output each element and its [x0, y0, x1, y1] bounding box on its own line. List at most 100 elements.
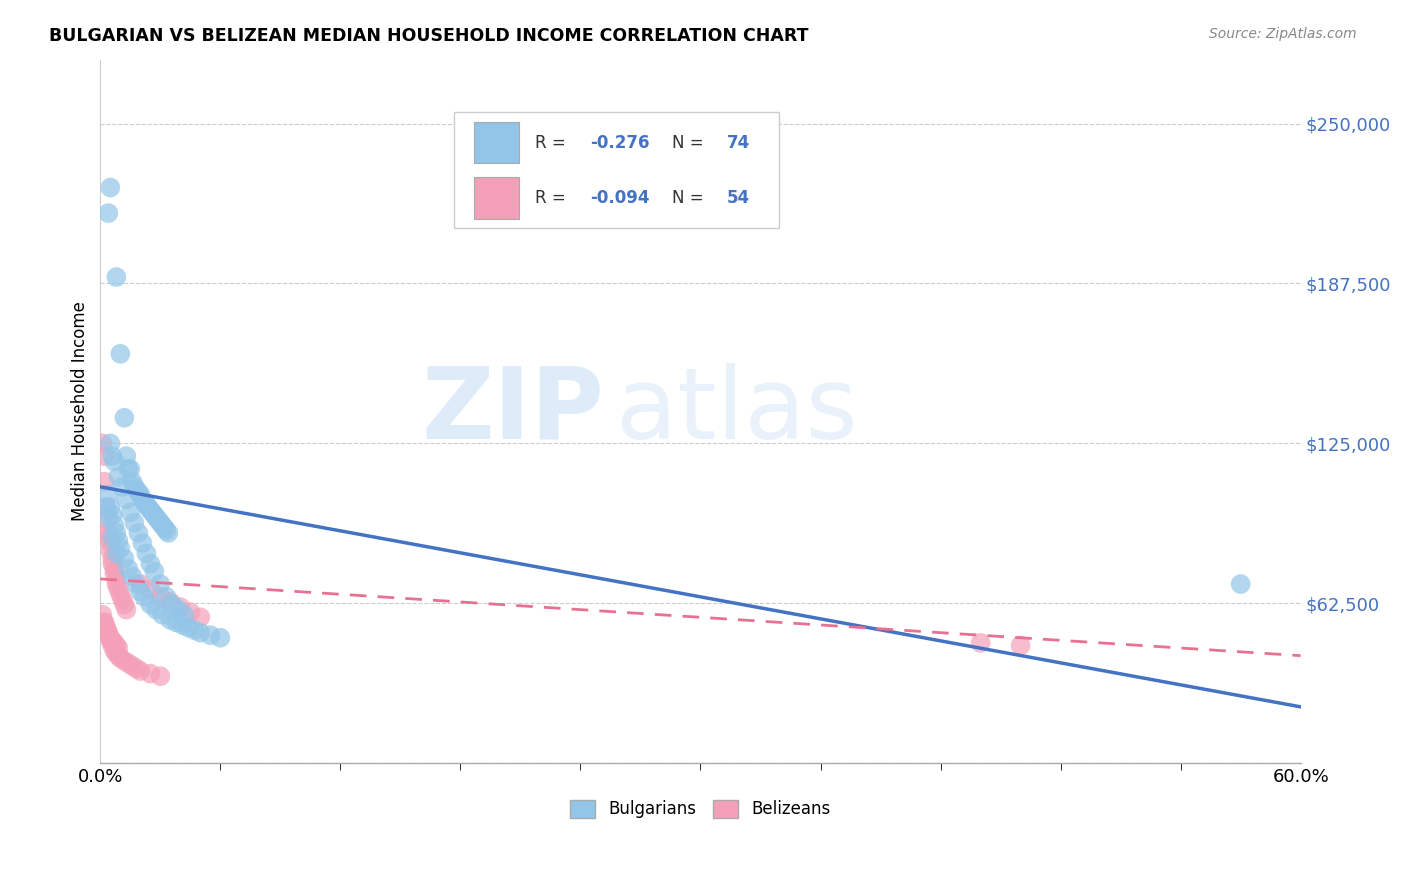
Legend: Bulgarians, Belizeans: Bulgarians, Belizeans — [564, 793, 838, 825]
Point — [101, 633, 124, 648]
Point — [149, 516, 172, 530]
Point — [117, 562, 139, 576]
Point — [129, 577, 152, 591]
Point — [139, 582, 162, 596]
Point — [105, 577, 128, 591]
Point — [91, 607, 114, 622]
Point — [134, 495, 156, 509]
Point — [139, 666, 162, 681]
Point — [120, 462, 142, 476]
Point — [97, 525, 120, 540]
Point — [115, 492, 138, 507]
Point — [110, 541, 132, 556]
Point — [209, 631, 232, 645]
Point — [97, 625, 120, 640]
Point — [112, 551, 135, 566]
Point — [110, 587, 132, 601]
Point — [93, 615, 115, 630]
Point — [105, 525, 128, 540]
Point — [121, 475, 143, 489]
Point — [127, 525, 149, 540]
Point — [117, 657, 139, 671]
Point — [110, 651, 132, 665]
Point — [141, 505, 163, 519]
Point — [149, 577, 172, 591]
Point — [124, 480, 146, 494]
Point — [145, 510, 167, 524]
Point — [105, 546, 128, 560]
Point — [129, 664, 152, 678]
Point — [179, 605, 201, 619]
Point — [125, 483, 148, 497]
Point — [107, 469, 129, 483]
Point — [101, 639, 124, 653]
Point — [167, 602, 190, 616]
Point — [155, 590, 177, 604]
Point — [96, 621, 118, 635]
Text: atlas: atlas — [616, 363, 858, 460]
Point — [98, 436, 121, 450]
Point — [101, 508, 124, 522]
Point — [139, 598, 162, 612]
Point — [98, 633, 121, 648]
Point — [150, 518, 173, 533]
Point — [103, 454, 125, 468]
Point — [93, 475, 115, 489]
Point — [103, 643, 125, 657]
Point — [1229, 577, 1251, 591]
Point — [105, 270, 128, 285]
Point — [125, 661, 148, 675]
Point — [131, 536, 153, 550]
Point — [110, 347, 132, 361]
Point — [103, 636, 125, 650]
Point — [139, 557, 162, 571]
Point — [121, 659, 143, 673]
Point — [97, 487, 120, 501]
Point — [112, 598, 135, 612]
Point — [162, 598, 184, 612]
Point — [145, 602, 167, 616]
Point — [98, 631, 121, 645]
Point — [127, 485, 149, 500]
Point — [120, 505, 142, 519]
Point — [190, 625, 212, 640]
Point — [103, 566, 125, 581]
Point — [101, 557, 124, 571]
Point — [149, 590, 172, 604]
Point — [105, 646, 128, 660]
Point — [97, 628, 120, 642]
Point — [150, 607, 173, 622]
Point — [159, 613, 181, 627]
Point — [173, 607, 195, 622]
Point — [143, 508, 166, 522]
Point — [97, 510, 120, 524]
Point — [103, 562, 125, 576]
Point — [105, 572, 128, 586]
Point — [115, 602, 138, 616]
Point — [107, 533, 129, 548]
Point — [121, 569, 143, 583]
Point — [98, 500, 121, 515]
Y-axis label: Median Household Income: Median Household Income — [72, 301, 89, 521]
Point — [157, 525, 180, 540]
Point — [129, 487, 152, 501]
Point — [98, 536, 121, 550]
Point — [143, 564, 166, 578]
Point — [97, 531, 120, 545]
Point — [112, 410, 135, 425]
Point — [98, 543, 121, 558]
Text: ZIP: ZIP — [422, 363, 605, 460]
Point — [112, 654, 135, 668]
Point — [115, 449, 138, 463]
Point — [107, 640, 129, 655]
Point — [107, 582, 129, 596]
Point — [149, 669, 172, 683]
Point — [96, 500, 118, 515]
Point — [200, 628, 222, 642]
Point — [177, 621, 200, 635]
Point — [135, 546, 157, 560]
Point — [131, 492, 153, 507]
Point — [96, 623, 118, 637]
Point — [98, 180, 121, 194]
Point — [138, 500, 160, 515]
